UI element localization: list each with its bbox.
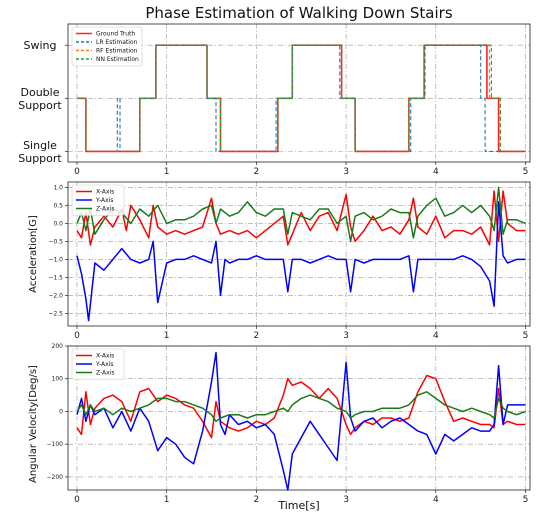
y-tick-label: −1.0 — [48, 256, 63, 263]
y-tick-label: −2.0 — [48, 292, 63, 299]
series-line-y-axis — [76, 201, 526, 322]
x-tick-label: 3 — [343, 167, 349, 177]
y-tick-label: 100 — [52, 376, 64, 383]
series-line-z-axis — [76, 186, 526, 243]
series-line-x-axis — [76, 190, 526, 246]
y-tick-label: −100 — [47, 441, 64, 448]
x-tick-label: 4 — [433, 495, 439, 505]
phase-panel: 0 1 2 3 4 5 Single Support Double Support Swing Gro… — [18, 23, 531, 177]
y-category-label: Single Support — [18, 139, 62, 165]
x-tick-label: 2 — [254, 331, 260, 341]
legend-entry: Y-Axis — [95, 197, 113, 204]
legend-entry: Y-Axis — [95, 361, 113, 368]
legend-entry: Ground Truth — [96, 31, 135, 38]
x-tick-label: 3 — [343, 495, 349, 505]
legend-box — [71, 26, 143, 67]
angular-velocity-ylabel: Angular Velocity[Deg/s] — [28, 365, 39, 483]
x-tick-label: 2 — [254, 167, 260, 177]
legend-entry: X-Axis — [96, 353, 114, 360]
x-tick-label: 2 — [254, 495, 260, 505]
series-line-x-axis — [76, 374, 526, 439]
x-tick-label: 1 — [164, 331, 170, 341]
y-category-label: Swing — [24, 39, 57, 52]
x-tick-label: 3 — [343, 331, 349, 341]
x-tick-label: 4 — [433, 331, 439, 341]
x-tick-label: 1 — [164, 167, 170, 177]
x-tick-label: 1 — [164, 495, 170, 505]
y-category-label: Double Support — [18, 86, 62, 112]
x-tick-label: 5 — [523, 331, 529, 341]
chart-title: Phase Estimation of Walking Down Stairs — [145, 4, 453, 22]
y-tick-label: 200 — [52, 343, 64, 350]
series-line-y-axis — [76, 351, 526, 491]
y-tick-label: 1.0 — [53, 184, 63, 191]
x-tick-label: 0 — [74, 167, 80, 177]
plot-frame — [67, 23, 531, 163]
legend-entry: RF Estimation — [96, 48, 138, 55]
series-line-nn-estimation — [77, 44, 526, 152]
legend-entry: Z-Axis — [96, 370, 115, 377]
x-tick-label: 5 — [523, 495, 529, 505]
legend-entry: NN Estimation — [96, 56, 139, 63]
x-axis-label: Time[s] — [277, 499, 319, 512]
y-tick-label: −2.5 — [48, 310, 63, 317]
x-tick-label: 4 — [433, 167, 439, 177]
x-tick-label: 0 — [74, 331, 80, 341]
y-tick-label: 0.5 — [53, 202, 63, 209]
y-tick-label: −1.5 — [48, 274, 63, 281]
legend-entry: LR Estimation — [96, 39, 138, 46]
y-tick-label: −200 — [47, 474, 64, 481]
acceleration-panel: 0 1 2 3 4 5 −2.5 −2.0 −1.5 −1.0 −0.5 0.0 0.5 1.0 X-Axi… — [48, 181, 531, 341]
legend-entry: X-Axis — [96, 189, 114, 196]
y-tick-label: 0.0 — [53, 220, 63, 227]
plot-frame — [67, 345, 531, 491]
y-tick-label: 0 — [59, 408, 63, 415]
x-tick-label: 0 — [74, 495, 80, 505]
x-tick-label: 5 — [523, 167, 529, 177]
acceleration-ylabel: Acceleration[G] — [28, 215, 39, 293]
legend-entry: Z-Axis — [96, 206, 115, 213]
y-tick-label: −0.5 — [48, 238, 63, 245]
plot-frame — [67, 181, 531, 327]
series-line-z-axis — [76, 391, 526, 423]
